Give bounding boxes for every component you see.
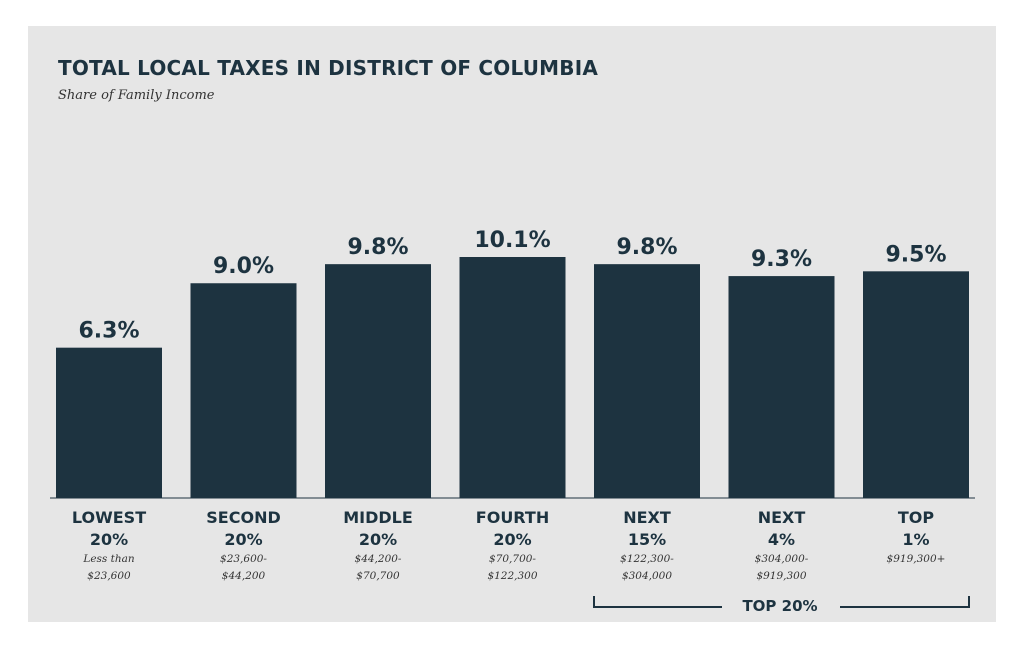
bars-group (56, 257, 969, 498)
bar-2 (190, 283, 297, 498)
category-line2: 20% (493, 530, 532, 549)
chart-subtitle: Share of Family Income (58, 88, 215, 103)
value-labels-group: 6.3% 9.0% 9.8% 10.1% 9.8% 9.3% 9.5% (78, 228, 946, 344)
bar-3 (325, 264, 431, 498)
bar-5 (594, 264, 700, 498)
category-line1: TOP (897, 508, 935, 527)
bar-6 (728, 276, 835, 498)
bar-7 (863, 271, 969, 498)
value-label-7: 9.5% (885, 242, 946, 267)
category-line1: NEXT (623, 508, 671, 527)
category-label-2: SECOND 20% $23,600- $44,200 (174, 507, 314, 585)
category-label-6: NEXT 4% $304,000- $919,300 (712, 507, 852, 585)
category-range2: $304,000 (621, 570, 673, 582)
category-label-5: NEXT 15% $122,300- $304,000 (577, 507, 717, 585)
category-range1: $23,600- (220, 553, 267, 565)
category-line1: SECOND (206, 508, 281, 527)
category-line2: 20% (89, 530, 129, 549)
category-line2: 20% (358, 530, 398, 549)
category-label-4: FOURTH 20% $70,700- $122,300 (443, 507, 583, 585)
category-range1: $919,300+ (886, 553, 946, 565)
category-line2: 1% (902, 530, 930, 549)
category-range2: $70,700 (356, 570, 400, 582)
bar-1 (56, 347, 162, 498)
bracket-right (840, 596, 970, 608)
category-range2: $44,200 (221, 570, 266, 582)
category-line1: FOURTH (475, 508, 550, 527)
value-label-1: 6.3% (78, 319, 139, 344)
chart-title: TOTAL LOCAL TAXES IN DISTRICT OF COLUMBI… (58, 56, 599, 80)
category-range2: $919,300 (756, 570, 807, 582)
category-range1: Less than (83, 553, 135, 565)
value-label-4: 10.1% (474, 228, 550, 253)
category-line2: 15% (627, 530, 667, 549)
category-label-7: TOP 1% $919,300+ (846, 507, 986, 568)
category-label-1: LOWEST 20% Less than $23,600 (39, 507, 179, 585)
category-range1: $70,700- (489, 553, 536, 565)
category-line2: 4% (767, 530, 796, 549)
category-range1: $122,300- (620, 553, 674, 565)
value-label-2: 9.0% (213, 254, 274, 279)
category-line2: 20% (224, 530, 263, 549)
category-range2: $122,300 (487, 570, 538, 582)
top-20-bracket (593, 596, 970, 608)
bracket-left (593, 596, 722, 608)
category-line1: MIDDLE (343, 508, 413, 527)
value-label-6: 9.3% (751, 247, 812, 272)
value-label-3: 9.8% (347, 235, 408, 260)
category-label-3: MIDDLE 20% $44,200- $70,700 (308, 507, 448, 585)
value-label-5: 9.8% (616, 235, 677, 260)
category-line1: NEXT (757, 508, 806, 527)
category-range1: $304,000- (754, 553, 809, 565)
top-20-label: TOP 20% (742, 597, 818, 615)
category-range2: $23,600 (87, 570, 131, 582)
category-line1: LOWEST (71, 508, 147, 527)
bar-4 (459, 257, 566, 498)
category-range1: $44,200- (354, 553, 402, 565)
